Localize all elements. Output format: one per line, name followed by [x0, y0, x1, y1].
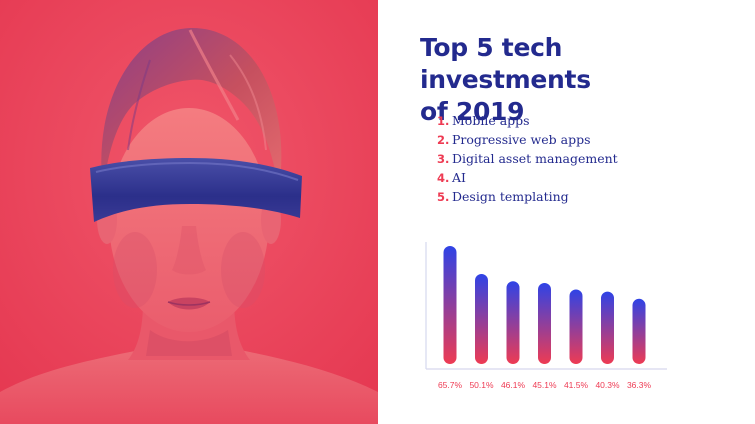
list-label: Digital asset management [452, 151, 618, 166]
bar [538, 282, 551, 364]
list-label: AI [452, 170, 466, 185]
tick-labels: 65.7% 50.1% 46.1% 45.1% 41.5% 40.3% 36.3% [438, 380, 652, 390]
list-number: 2. [437, 132, 450, 147]
bar [569, 289, 583, 364]
list-number: 3. [437, 151, 450, 166]
title-line-2: of 2019 [420, 97, 525, 126]
hero-photo [0, 0, 378, 424]
list-label: Design templating [452, 189, 569, 204]
tick-label: 50.1% [469, 380, 494, 390]
investment-bar-chart: 65.7% 50.1% 46.1% 45.1% 41.5% 40.3% 36.3% [425, 242, 667, 390]
bar [443, 246, 457, 364]
list-item: 1. Mobile apps [437, 111, 618, 130]
list-item: 5. Design templating [437, 187, 618, 206]
bar [475, 274, 488, 364]
bar-group [443, 246, 646, 364]
investment-list: 1. Mobile apps 2. Progressive web apps 3… [437, 111, 618, 206]
woman-vr-headset-image [0, 0, 378, 424]
tick-label: 46.1% [501, 380, 526, 390]
title-line-1: Top 5 tech investments [420, 33, 591, 94]
bar [632, 298, 646, 364]
slide-title: Top 5 tech investments of 2019 [420, 32, 740, 128]
tick-label: 41.5% [564, 380, 589, 390]
list-number: 5. [437, 189, 450, 204]
list-number: 4. [437, 170, 450, 185]
list-label: Progressive web apps [452, 132, 591, 147]
tick-label: 40.3% [595, 380, 620, 390]
tick-label: 36.3% [627, 380, 652, 390]
list-number: 1. [437, 113, 450, 128]
bar [506, 281, 520, 364]
tick-label: 45.1% [532, 380, 557, 390]
tick-label: 65.7% [438, 380, 463, 390]
list-item: 2. Progressive web apps [437, 130, 618, 149]
bar [601, 291, 614, 364]
list-item: 3. Digital asset management [437, 149, 618, 168]
list-label: Mobile apps [452, 113, 530, 128]
list-item: 4. AI [437, 168, 618, 187]
